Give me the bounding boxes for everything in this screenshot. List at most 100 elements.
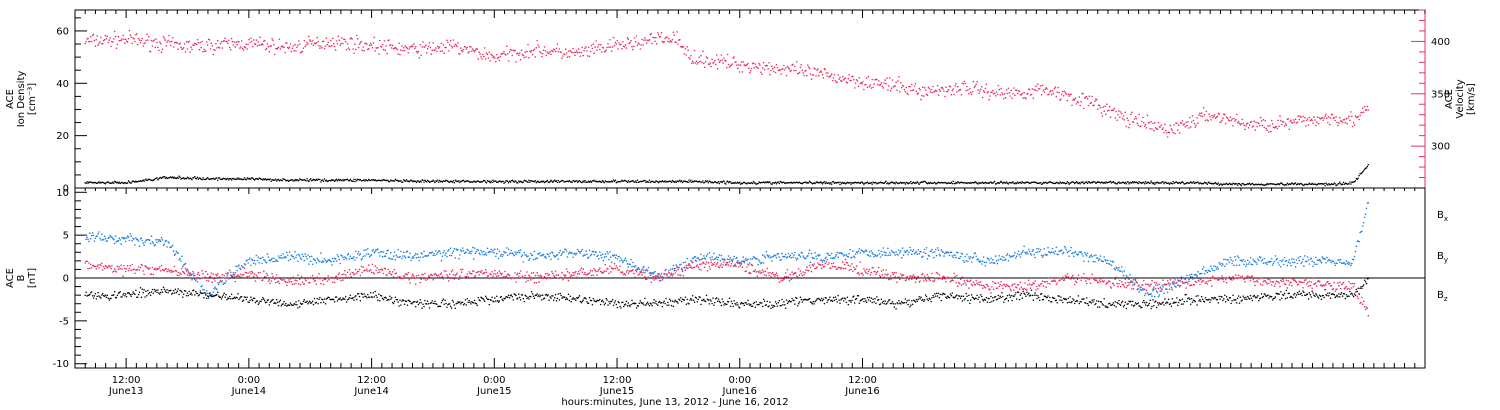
by-series-point: [496, 248, 499, 250]
velocity-series-point: [1030, 93, 1033, 96]
by-series-point: [1293, 258, 1295, 261]
velocity-series-point: [292, 45, 295, 47]
bz-series-point: [158, 267, 160, 270]
bz-series-point: [139, 266, 142, 269]
by-series-point: [713, 252, 715, 255]
bz-series-point: [247, 272, 249, 274]
bz-series-point: [89, 267, 91, 270]
velocity-series-point: [915, 90, 918, 93]
velocity-series-point: [495, 60, 497, 63]
velocity-series-point: [1124, 111, 1127, 114]
velocity-series-point: [758, 62, 760, 65]
velocity-series-point: [611, 46, 614, 48]
by-series-point: [690, 259, 692, 262]
by-series-point: [1125, 274, 1128, 277]
by-series-point: [150, 235, 153, 237]
velocity-series-point: [117, 35, 120, 38]
by-series-point: [1277, 262, 1279, 264]
velocity-series-point: [1279, 115, 1281, 117]
by-series-point: [451, 252, 454, 254]
density-series-point: [918, 183, 920, 185]
by-series-point: [856, 252, 859, 254]
velocity-series-point: [938, 88, 941, 91]
velocity-series-point: [224, 37, 226, 39]
density-series-point: [1112, 180, 1115, 183]
density-series-point: [635, 181, 638, 184]
velocity-series-point: [373, 36, 376, 39]
by-series-point: [104, 237, 107, 240]
velocity-series-point: [1133, 118, 1136, 120]
by-series-point: [647, 266, 650, 269]
velocity-series-point: [291, 47, 294, 50]
density-series-point: [281, 179, 283, 182]
by-series-point: [1067, 250, 1070, 253]
velocity-series-point: [1247, 122, 1249, 124]
velocity-series-point: [419, 44, 422, 46]
bz-series-point: [562, 278, 564, 281]
bz-series-point: [705, 261, 708, 263]
velocity-series-point: [876, 83, 879, 86]
density-series-point: [838, 181, 840, 183]
density-series-point: [451, 181, 454, 183]
bz-series-point: [503, 275, 505, 278]
velocity-series-point: [861, 82, 863, 85]
bz-series-point: [633, 272, 635, 275]
bz-series-point: [628, 271, 630, 273]
by-series-point: [1362, 225, 1364, 227]
bz-series-point: [274, 278, 276, 281]
velocity-series-point: [506, 45, 508, 47]
density-series-point: [393, 180, 396, 182]
density-series-point: [518, 180, 520, 182]
right-tick-label: 350: [1431, 89, 1450, 100]
velocity-series-point: [1142, 116, 1144, 119]
density-series-point: [171, 176, 174, 178]
velocity-series-point: [338, 39, 341, 42]
density-series-point: [1144, 181, 1147, 183]
velocity-series-point: [736, 64, 738, 66]
by-series-point: [1343, 262, 1346, 264]
bz-series-point: [731, 260, 734, 263]
velocity-series-point: [1304, 116, 1306, 119]
velocity-series-point: [754, 63, 757, 65]
by-series-point: [1306, 256, 1309, 258]
by-series-point: [965, 260, 967, 262]
velocity-series-point: [1333, 116, 1336, 119]
velocity-series-point: [818, 74, 820, 77]
bz-series-point: [289, 278, 292, 280]
density-series-point: [909, 182, 911, 184]
density-series-point: [349, 178, 352, 181]
velocity-series-point: [749, 70, 752, 72]
velocity-series-point: [704, 61, 707, 63]
bz-series-point: [579, 269, 582, 271]
by-series-point: [528, 259, 530, 261]
by-series-point: [277, 255, 280, 257]
velocity-series-point: [1051, 90, 1054, 92]
bz-series-point: [575, 270, 577, 273]
velocity-series-point: [182, 48, 184, 50]
density-series-point: [216, 177, 218, 179]
bz-series-point: [613, 262, 616, 265]
by-series-point: [747, 258, 749, 261]
velocity-series-point: [936, 85, 939, 87]
velocity-series-point: [1293, 121, 1296, 123]
velocity-series-point: [604, 50, 607, 53]
density-series-point: [142, 179, 144, 181]
by-series-point: [1040, 254, 1043, 257]
by-series-point: [136, 238, 139, 241]
velocity-series-point: [1154, 127, 1157, 129]
bz-series-point: [460, 268, 462, 271]
velocity-series-point: [776, 66, 779, 69]
velocity-series-point: [1068, 95, 1070, 97]
by-series-point: [761, 254, 764, 256]
by-series-point: [870, 250, 873, 252]
velocity-series-point: [660, 32, 663, 34]
by-series-point: [122, 236, 124, 239]
bz-series-point: [693, 266, 696, 269]
velocity-series-point: [101, 42, 104, 45]
by-series-point: [1156, 291, 1159, 294]
density-series-point: [999, 181, 1001, 184]
bz-series-point: [234, 280, 237, 283]
velocity-series-point: [900, 81, 902, 84]
density-series-point: [1354, 180, 1357, 182]
by-series-point: [878, 253, 881, 255]
